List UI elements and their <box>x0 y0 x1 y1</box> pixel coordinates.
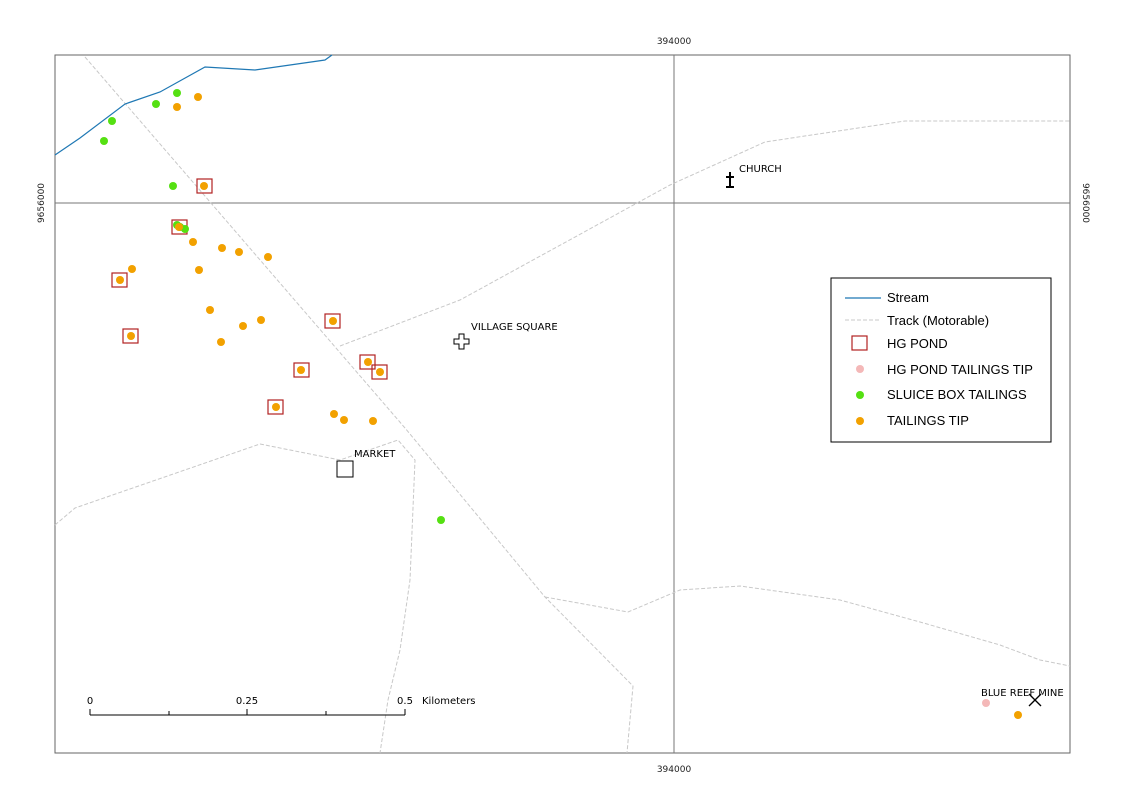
tailings-tip-point <box>217 338 225 346</box>
church-label: CHURCH <box>739 164 782 175</box>
church-symbol: CHURCH <box>726 164 782 188</box>
sluice-box-tailings-point <box>108 117 116 125</box>
sluice-box-tailings-point <box>169 182 177 190</box>
sluice-box-tailings-point <box>173 89 181 97</box>
tailings-tip-layer <box>116 93 1022 719</box>
northing-label-left: 9656000 <box>37 183 47 223</box>
legend-label-hg-pond: HG POND <box>887 336 948 351</box>
plus-outline-icon <box>453 333 470 350</box>
northing-label-right: 9656000 <box>1080 183 1090 223</box>
hg-pond-square <box>371 364 388 380</box>
tailings-tip-point <box>257 316 265 324</box>
track <box>54 439 416 754</box>
legend-hg-pond-symbol <box>851 335 868 351</box>
tailings-tip-point <box>369 417 377 425</box>
sluice-box-tailings-point <box>152 100 160 108</box>
blue-reef-mine-label: BLUE REEF MINE <box>981 688 1064 699</box>
track <box>544 585 1071 667</box>
hg-pond-square <box>111 272 128 288</box>
legend-box <box>830 277 1052 443</box>
tailings-tip-point <box>340 416 348 424</box>
tailings-tip-point <box>329 317 337 325</box>
tailings-tip-point <box>239 322 247 330</box>
tailings-tip-point <box>330 410 338 418</box>
tailings-tip-point <box>128 265 136 273</box>
tailings-tip-point <box>195 266 203 274</box>
sluice-box-tailings-point <box>437 516 445 524</box>
grid-lines <box>55 55 1070 753</box>
hg-pond-square <box>122 328 139 344</box>
track <box>339 120 1070 347</box>
scale-label-025: 0.25 <box>236 696 258 707</box>
tailings-tip-point <box>175 223 183 231</box>
tailings-tip-point <box>173 103 181 111</box>
legend-label-track: Track (Motorable) <box>887 313 989 328</box>
cross-icon <box>726 172 734 188</box>
tailings-tip-point <box>218 244 226 252</box>
tailings-tip-point <box>376 368 384 376</box>
hg-pond-layer <box>111 178 388 415</box>
village-square-label: VILLAGE SQUARE <box>471 322 558 333</box>
tailings-tip-point <box>235 248 243 256</box>
hg-pond-square <box>359 354 376 370</box>
crossed-hammers-icon <box>1028 693 1042 707</box>
legend-sluice-box-tailings-symbol <box>856 391 864 399</box>
legend-label-hg-pond-tailings-tip: HG POND TAILINGS TIP <box>887 362 1033 377</box>
tailings-tip-point <box>364 358 372 366</box>
legend-label-sluice-box-tailings: SLUICE BOX TAILINGS <box>887 387 1027 402</box>
hg-pond-square <box>267 399 284 415</box>
legend-hg-pond-tailings-tip-symbol <box>856 365 864 373</box>
hg-pond-tailings-tip-point <box>982 699 990 707</box>
scale-label-05: 0.5 <box>397 696 413 707</box>
tailings-tip-point <box>189 238 197 246</box>
tailings-tip-point <box>272 403 280 411</box>
legend-label-tailings-tip: TAILINGS TIP <box>887 413 969 428</box>
tailings-tip-point <box>194 93 202 101</box>
easting-label-bottom: 394000 <box>657 765 692 775</box>
hg-pond-square <box>324 313 341 329</box>
stream <box>54 54 333 156</box>
market-label: MARKET <box>354 449 396 460</box>
legend-label-stream: Stream <box>887 290 929 305</box>
tailings-tip-point <box>1014 711 1022 719</box>
hg-pond-square <box>196 178 213 194</box>
tailings-tip-point <box>264 253 272 261</box>
tailings-tip-point <box>200 182 208 190</box>
legend-tailings-tip-symbol <box>856 417 864 425</box>
village-square-symbol: VILLAGE SQUARE <box>453 322 558 350</box>
tailings-tip-point <box>116 276 124 284</box>
tracks-layer <box>54 56 1071 754</box>
market-symbol: MARKET <box>336 449 396 478</box>
hg-pond-square <box>293 362 310 378</box>
blue-reef-mine-symbol: BLUE REEF MINE <box>981 688 1064 707</box>
tailings-tip-point <box>127 332 135 340</box>
sluice-box-tailings-point <box>100 137 108 145</box>
legend: Stream Track (Motorable) HG POND HG POND… <box>830 277 1052 443</box>
tailings-tip-point <box>206 306 214 314</box>
tailings-tip-point <box>297 366 305 374</box>
scale-unit-label: Kilometers <box>422 696 476 707</box>
easting-label-top: 394000 <box>657 37 692 47</box>
scale-label-0: 0 <box>87 696 93 707</box>
square-outline-icon <box>336 460 354 478</box>
scale-bar <box>89 709 406 716</box>
